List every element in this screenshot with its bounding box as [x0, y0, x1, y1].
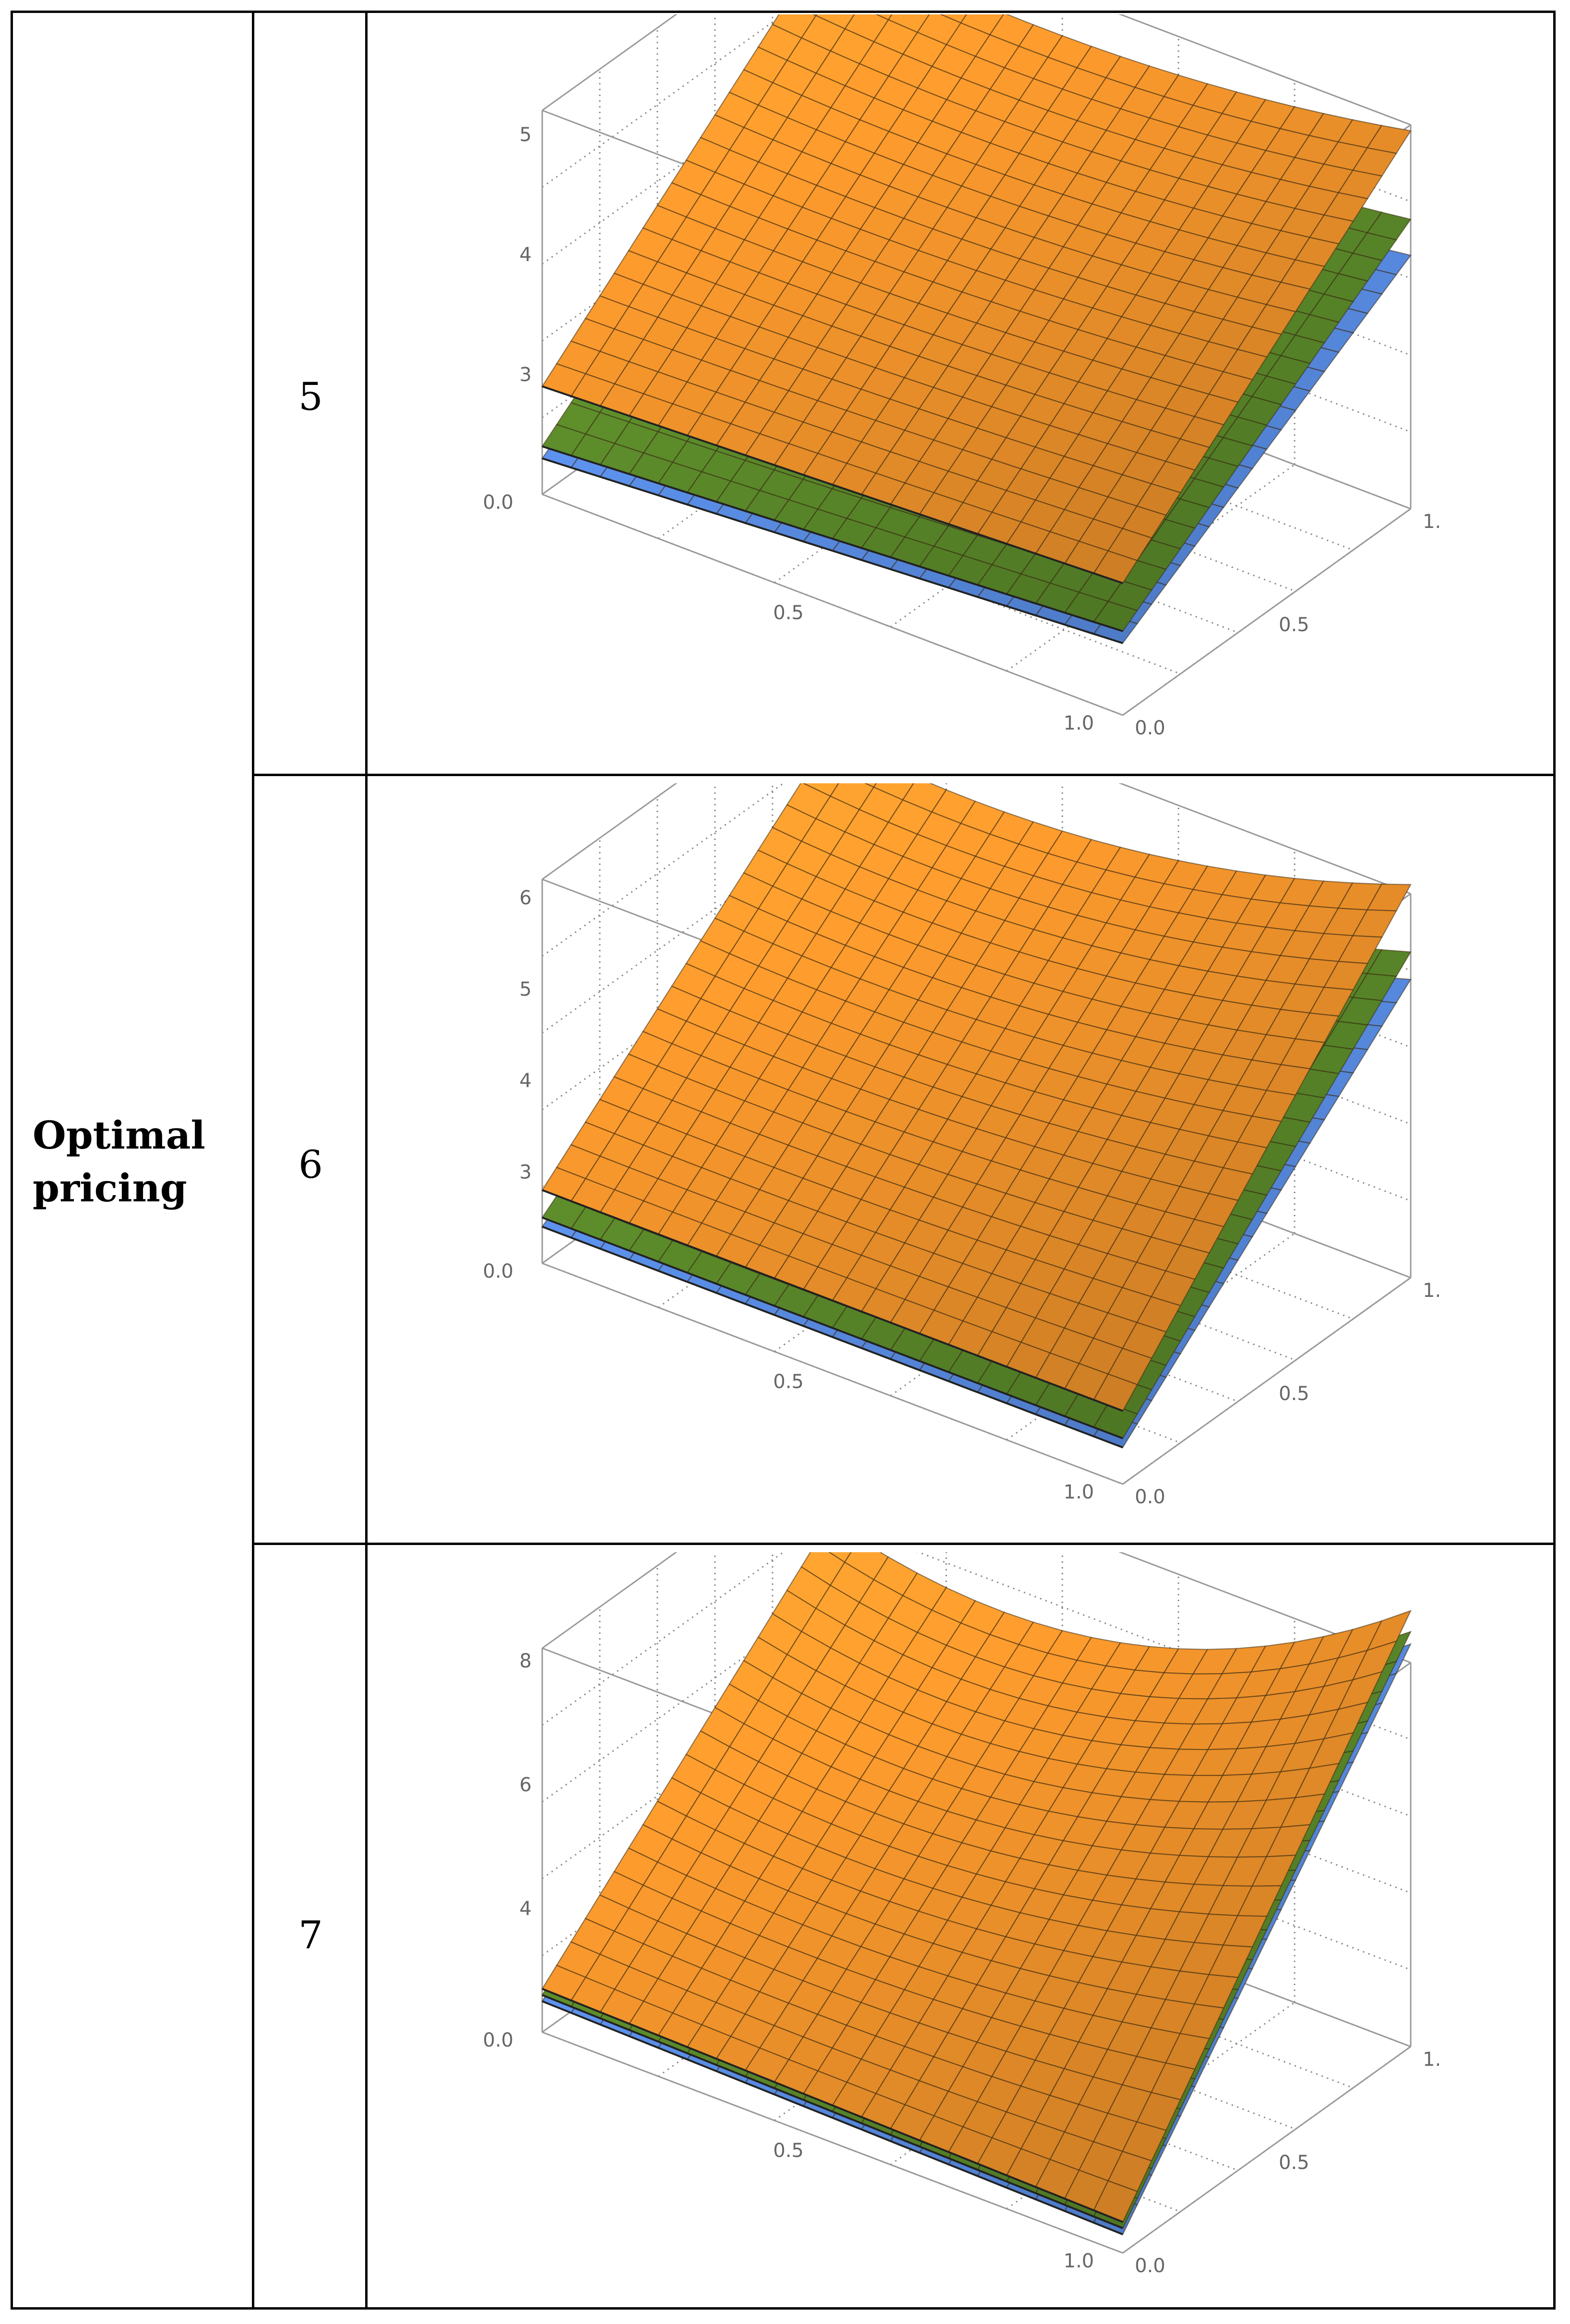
z-tick-label: 3	[520, 1162, 532, 1184]
surface-plot-case-7: 0.0 0.5 1.0 0.0 0.5 1.0 4 6 8	[483, 1552, 1439, 2277]
surface-front-edge	[542, 445, 1123, 632]
tick-labels: 0.0 0.5 1.0 0.0 0.5 1.0 3 4 5 6	[483, 887, 1439, 1508]
row-divider-1	[252, 774, 1556, 776]
row-label-line2: pricing	[33, 1165, 187, 1210]
surface-front-edge	[542, 1225, 1123, 1449]
z-tick-label: 4	[520, 1070, 532, 1092]
box-edge	[542, 1262, 1123, 1485]
z-tick-label: 6	[520, 1774, 532, 1796]
case-number-2: 6	[298, 1142, 323, 1187]
column-divider-2	[365, 11, 368, 2310]
y-tick-label: 0.0	[1135, 1486, 1166, 1508]
surface-plot-case-6: 0.0 0.5 1.0 0.0 0.5 1.0 3 4 5 6	[483, 783, 1439, 1508]
case-number-1: 5	[298, 374, 323, 419]
x-tick-label: 1.0	[1063, 712, 1094, 734]
surface-2	[541, 783, 1412, 1412]
x-tick-label: 0.5	[773, 2140, 804, 2162]
surface-plot-case-5: 0.0 0.5 1.0 0.0 0.5 1.0 3 4 5	[483, 14, 1439, 739]
surface-front-edge	[542, 457, 1123, 644]
box-edge	[1122, 1277, 1411, 1485]
box-edge	[542, 783, 678, 880]
tick-labels: 0.0 0.5 1.0 0.0 0.5 1.0 4 6 8	[483, 1650, 1439, 2277]
y-tick-label: 0.5	[1279, 2152, 1309, 2174]
z-tick-label: 8	[520, 1650, 532, 1672]
box-edge	[1118, 783, 1411, 895]
z-tick-label: 6	[520, 887, 532, 909]
case-number-3: 7	[298, 1913, 323, 1957]
z-tick-label: 5	[520, 979, 532, 1001]
y-tick-label: 0.0	[1135, 717, 1166, 739]
surface-front-edge	[542, 1189, 1123, 1412]
y-tick-label: 0.0	[1135, 2255, 1166, 2277]
row-label: Optimal pricing	[33, 1109, 205, 1214]
y-tick-label: 1.0	[1423, 1280, 1439, 1302]
x-tick-label: 1.0	[1063, 2250, 1094, 2272]
surface-2	[541, 14, 1412, 584]
x-tick-label: 0.5	[773, 602, 804, 624]
z-tick-label: 3	[520, 364, 532, 386]
surface-front-edge	[542, 1216, 1123, 1439]
box-edge	[542, 493, 1123, 716]
x-tick-label: 0.0	[483, 1260, 513, 1282]
z-tick-label: 5	[520, 124, 532, 146]
z-tick-label: 4	[520, 1898, 532, 1920]
surface-front-edge	[542, 1994, 1123, 2229]
x-tick-label: 0.0	[483, 491, 513, 514]
box-edge	[542, 1552, 678, 1649]
table-frame	[11, 11, 1556, 2310]
x-tick-label: 0.5	[773, 1371, 804, 1393]
row-divider-2	[252, 1543, 1556, 1545]
box-edge	[1118, 1552, 1411, 1664]
x-tick-label: 1.0	[1063, 1481, 1094, 1503]
tick-labels: 0.0 0.5 1.0 0.0 0.5 1.0 3 4 5	[483, 124, 1439, 739]
box-edge	[542, 2031, 1123, 2254]
surface-front-edge	[542, 1988, 1123, 2223]
column-divider-1	[252, 11, 254, 2310]
y-tick-label: 0.5	[1279, 1383, 1309, 1405]
y-tick-label: 1.0	[1423, 511, 1439, 533]
x-tick-label: 0.0	[483, 2029, 513, 2051]
box-edge	[1122, 508, 1411, 716]
z-tick-label: 4	[520, 244, 532, 266]
box-edge	[1122, 2046, 1411, 2254]
surface-front-edge	[542, 385, 1123, 584]
row-label-line1: Optimal	[33, 1113, 205, 1158]
box-edge	[542, 14, 678, 111]
surface-front-edge	[542, 2000, 1123, 2236]
y-tick-label: 1.0	[1423, 2048, 1439, 2071]
box-edge	[1118, 14, 1411, 126]
surface-2	[541, 1552, 1412, 2223]
y-tick-label: 0.5	[1279, 614, 1309, 636]
